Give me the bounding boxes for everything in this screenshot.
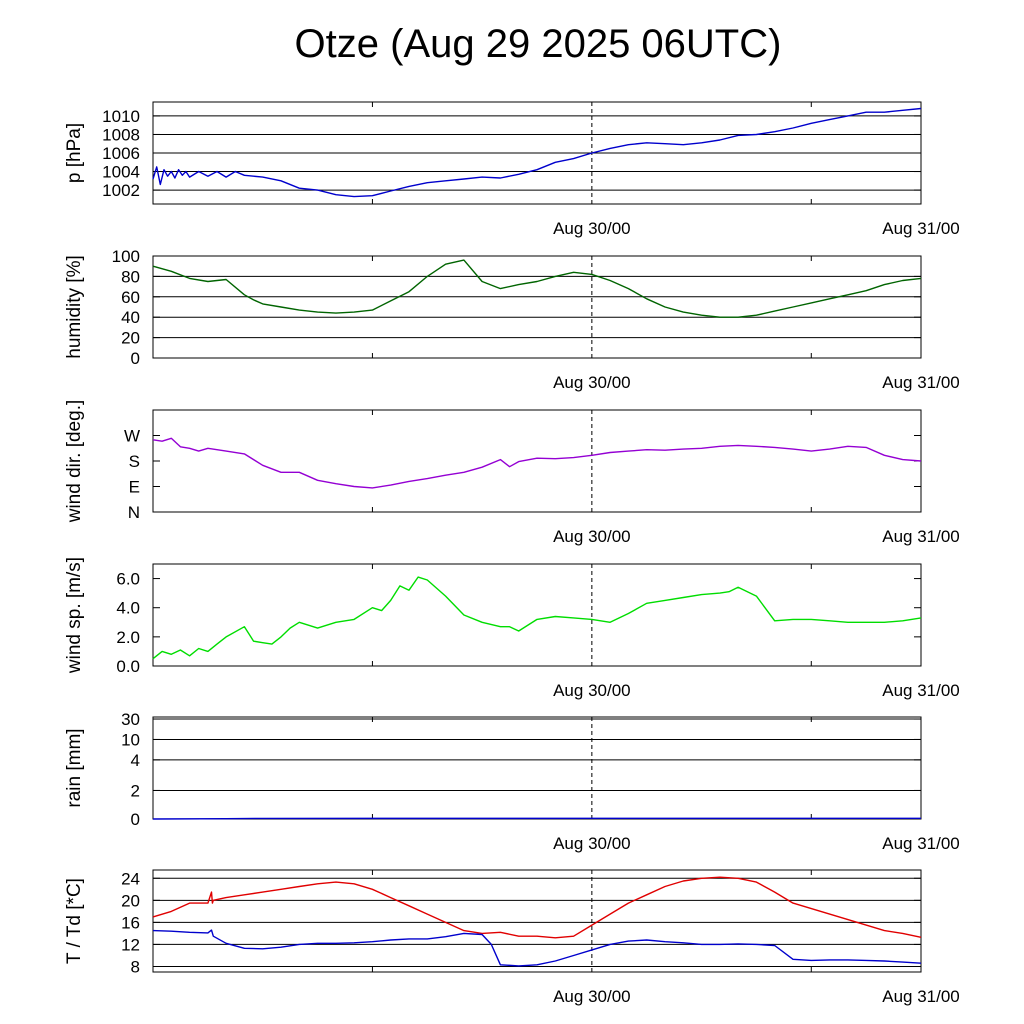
y-tick-label: 60 (121, 288, 140, 307)
y-tick-label: 1008 (102, 125, 140, 144)
y-tick-label: 0 (131, 349, 140, 368)
plot-frame (152, 869, 922, 973)
x-tick-label: Aug 30/00 (553, 834, 631, 853)
y-tick-label: 100 (112, 247, 140, 266)
y-tick-label: 20 (121, 329, 140, 348)
y-tick-label: 40 (121, 308, 140, 327)
y-tick-label: 6.0 (116, 570, 140, 589)
y-tick-label: 1006 (102, 144, 140, 163)
y-axis-label: T / Td [*C] (64, 878, 85, 964)
chart-title: Otze (Aug 29 2025 06UTC) (294, 22, 782, 66)
y-tick-label: 2 (131, 781, 140, 800)
y-tick-label: 4.0 (116, 599, 140, 618)
series-line-wind_speed (152, 576, 922, 660)
series-line-pressure (152, 107, 922, 198)
y-tick-label: 4 (131, 751, 140, 770)
y-tick-label: 0.0 (116, 657, 140, 676)
series-line-rain (152, 817, 922, 820)
y-tick-label: N (128, 503, 140, 522)
x-tick-label: Aug 31/00 (882, 681, 960, 700)
x-tick-label: Aug 31/00 (882, 373, 960, 392)
y-tick-label: 8 (131, 957, 140, 976)
y-tick-label: 1010 (102, 107, 140, 126)
y-tick-label: 1004 (102, 163, 140, 182)
y-tick-label: 16 (121, 913, 140, 932)
y-tick-label: S (129, 452, 140, 471)
plot-frame (152, 409, 922, 513)
series-line-temperature (152, 876, 922, 939)
y-axis-label: rain [mm] (64, 728, 85, 807)
y-axis-label: p [hPa] (64, 123, 85, 183)
x-tick-label: Aug 31/00 (882, 987, 960, 1006)
y-tick-label: E (129, 478, 140, 497)
series-line-wind_dir (152, 437, 922, 489)
plot-frame (152, 563, 922, 667)
x-tick-label: Aug 30/00 (553, 219, 631, 238)
x-tick-label: Aug 30/00 (553, 681, 631, 700)
x-tick-label: Aug 31/00 (882, 834, 960, 853)
y-axis-label: wind sp. [m/s] (64, 557, 85, 674)
panel-temperature-dewpoint: 8 12 16 20 24 T / Td [*C] Aug 30/00 Aug 31/00 (64, 869, 960, 1006)
y-tick-label: W (124, 427, 140, 446)
y-tick-label: 30 (121, 710, 140, 729)
y-tick-label: 80 (121, 267, 140, 286)
series-line-dewpoint (152, 929, 922, 967)
y-tick-label: 0 (131, 810, 140, 829)
series-line-humidity (152, 259, 922, 318)
x-tick-label: Aug 30/00 (553, 373, 631, 392)
y-axis-label: wind dir. [deg.] (64, 400, 85, 524)
x-tick-label: Aug 30/00 (553, 987, 631, 1006)
x-tick-label: Aug 30/00 (553, 527, 631, 546)
panel-wind-speed: 0.0 2.0 4.0 6.0 wind sp. [m/s] Aug 30/00 Aug 3… (64, 557, 960, 700)
y-tick-label: 2.0 (116, 628, 140, 647)
x-tick-label: Aug 31/00 (882, 219, 960, 238)
plot-frame (152, 255, 922, 359)
y-axis-label: humidity [%] (64, 255, 85, 358)
y-tick-label: 24 (121, 869, 140, 888)
x-tick-label: Aug 31/00 (882, 527, 960, 546)
y-tick-label: 1002 (102, 181, 140, 200)
plot-frame (152, 716, 922, 820)
y-tick-label: 20 (121, 891, 140, 910)
y-tick-label: 10 (121, 730, 140, 749)
y-tick-label: 12 (121, 935, 140, 954)
